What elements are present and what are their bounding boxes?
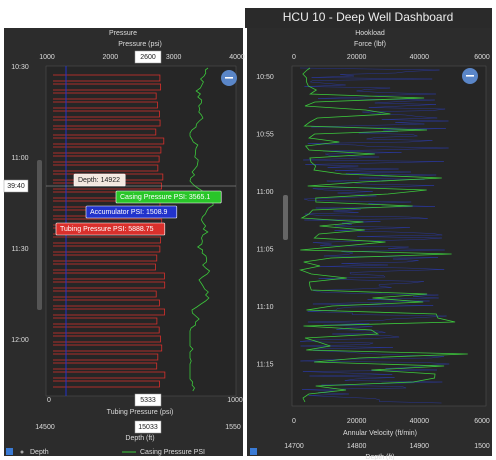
minus-icon	[225, 77, 233, 79]
x-tick-label: 1000	[227, 397, 243, 404]
x-tick-label: 40000	[410, 54, 430, 61]
time-tick-label: 10:50	[256, 74, 274, 81]
x-tick-label: 14900	[410, 443, 430, 450]
x-tick-label: 0	[292, 418, 296, 425]
time-tick-label: 11:00	[257, 189, 274, 196]
labels: Pressure Pressure (psi) 1000 2000 3000 4000 26…	[3, 30, 490, 460]
checkbox	[250, 448, 257, 455]
x-tick-label: 6000	[474, 54, 490, 61]
x-tick-label: 14700	[284, 443, 304, 450]
x-tick-label: 20000	[347, 54, 367, 61]
time-cursor-box	[3, 179, 29, 193]
velocity-trace	[299, 67, 450, 404]
x-tick-label: 3000	[166, 54, 182, 61]
x-tick-label: 14500	[35, 424, 55, 431]
tooltip-text: Tubing Pressure PSI: 5888.75	[60, 226, 154, 233]
time-tick-label: 10:30	[11, 64, 29, 71]
x-tick-label: 0	[292, 54, 296, 61]
time-tick-label: 11:15	[257, 361, 274, 368]
tooltip-box	[73, 173, 126, 187]
axis-title: Tubing Pressure (psi)	[107, 409, 174, 416]
panel-title: Pressure	[109, 30, 137, 37]
x-tick-label: 4000	[229, 54, 245, 61]
tooltip-box	[55, 222, 166, 236]
time-tick-label: 10:55	[256, 131, 274, 138]
left-scrollbar[interactable]	[37, 160, 42, 310]
time-tick-label: 11:10	[257, 304, 274, 311]
x-tick-label: 2000	[103, 54, 119, 61]
minus-icon	[466, 75, 474, 77]
legend-marker	[20, 450, 24, 454]
tooltip-text: Accumulator PSI: 1508.9	[90, 209, 168, 216]
cursor-value: 2600	[140, 54, 156, 61]
x-tick-label: 1500	[474, 443, 490, 450]
x-tick-label: 20000	[347, 418, 367, 425]
cursor-value: 5333	[140, 397, 156, 404]
x-tick-label: 14800	[347, 443, 367, 450]
axis-title: Depth (ft)	[365, 454, 394, 460]
cursor-value-box	[134, 420, 162, 434]
cursor-value: 15033	[138, 424, 158, 431]
legend-label: Depth	[30, 449, 49, 456]
x-tick-label: 6000	[474, 418, 490, 425]
cursor-value-box	[134, 393, 162, 407]
dashboard-title: HCU 10 - Deep Well Dashboard	[283, 10, 454, 24]
checkbox	[6, 448, 13, 455]
x-tick-label: 1550	[225, 424, 241, 431]
panel-title: Hookload	[355, 30, 385, 37]
x-tick-label: 40000	[410, 418, 430, 425]
tooltip-text: Depth: 14922	[78, 177, 120, 184]
time-tick-label: 11:05	[257, 246, 274, 253]
tooltip-box	[85, 205, 178, 219]
header-bar	[245, 8, 492, 28]
right-scrollbar[interactable]	[283, 195, 288, 240]
time-tick-label: 11:00	[12, 155, 29, 162]
casing-trace	[189, 67, 214, 392]
axis-title: Force (lbf)	[354, 41, 386, 48]
axis-title: Depth (ft)	[125, 435, 154, 442]
x-tick-label: 1000	[39, 54, 55, 61]
tooltip-text: Casing Pressure PSI: 3565.1	[120, 194, 210, 201]
time-cursor: 39:40	[7, 183, 25, 190]
hookload-trace	[299, 67, 468, 403]
legend-label: Casing Pressure PSI	[140, 449, 205, 456]
cursor-value-box	[134, 50, 162, 64]
time-tick-label: 11:30	[12, 246, 29, 253]
time-tick-label: 12:00	[11, 337, 29, 344]
x-tick-label: 0	[47, 397, 51, 404]
axis-title: Pressure (psi)	[118, 41, 162, 48]
tooltip-box	[115, 190, 222, 204]
axis-title: Annular Velocity (ft/min)	[343, 430, 417, 437]
